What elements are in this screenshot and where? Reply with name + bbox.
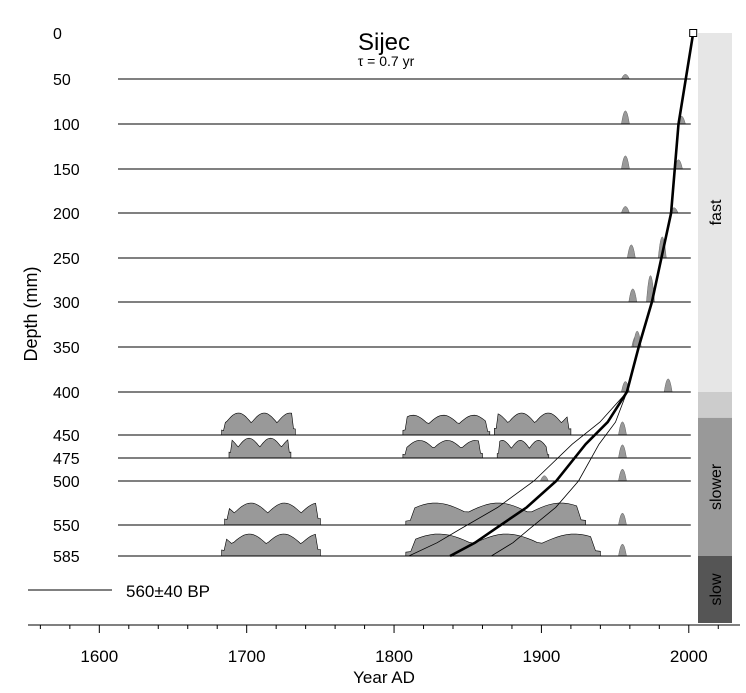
row-585-band-0: [221, 533, 321, 557]
row-500-peak-0: [618, 468, 627, 482]
row-500: [118, 468, 691, 482]
depth-tick-300: 300: [53, 295, 80, 312]
row-585: [118, 533, 691, 557]
x-tick-label-1700: 1700: [228, 647, 266, 666]
growth-segment-fast: [698, 33, 732, 392]
row-200: [118, 206, 691, 214]
chart-subtitle: τ = 0.7 yr: [358, 53, 415, 69]
row-500-peak-1: [540, 475, 549, 482]
depth-tick-0: 0: [53, 26, 62, 43]
row-450-band-0: [221, 412, 296, 436]
row-475-band-0: [228, 437, 292, 459]
depth-tick-labels: 0 50 100 150 200 250 300 350 400 450 475 500 550 585: [53, 26, 80, 566]
row-150: [118, 155, 691, 170]
depth-tick-100: 100: [53, 117, 80, 134]
depth-tick-585: 585: [53, 549, 80, 566]
row-250: [118, 236, 691, 259]
row-50: [118, 74, 691, 80]
row-200-peak-0: [621, 206, 630, 214]
row-585-peak-0: [618, 543, 627, 557]
growth-label-slower: slower: [708, 463, 725, 510]
row-450-band-1: [402, 414, 491, 436]
row-450-band-2: [494, 412, 572, 436]
row-450: [118, 412, 691, 436]
legend-label: 560±40 BP: [126, 582, 210, 601]
growth-rate-bar: fast slower slow: [698, 33, 732, 623]
x-axis-label: Year AD: [353, 668, 415, 687]
row-400-peak-1: [663, 378, 673, 393]
row-475-band-1: [402, 440, 483, 459]
x-tick-label-1600: 1600: [80, 647, 118, 666]
row-350: [118, 330, 691, 348]
row-550-peak-0: [618, 512, 627, 526]
top-age-marker: [689, 29, 698, 37]
row-550-band-0: [224, 502, 321, 526]
y-axis-label: Depth (mm): [21, 266, 41, 361]
row-300-peak-0: [628, 288, 638, 303]
x-tick-label-1900: 1900: [523, 647, 561, 666]
depth-tick-50: 50: [53, 72, 71, 89]
growth-segment-slower: [698, 417, 732, 556]
row-100-peak-0: [621, 110, 630, 125]
depth-tick-400: 400: [53, 385, 80, 402]
depth-tick-550: 550: [53, 518, 80, 535]
row-585-band-1: [405, 533, 601, 557]
row-400: [118, 378, 691, 393]
row-475-band-2: [496, 440, 550, 459]
depth-tick-150: 150: [53, 162, 80, 179]
depth-rows: [118, 74, 691, 557]
growth-segment-transition: [698, 392, 732, 418]
row-300: [118, 275, 691, 303]
x-tick-label-2000: 2000: [670, 647, 708, 666]
depth-tick-500: 500: [53, 474, 80, 491]
row-250-peak-0: [627, 244, 636, 259]
row-475-peak-0: [618, 444, 627, 459]
row-150-peak-0: [621, 155, 630, 170]
depth-tick-350: 350: [53, 340, 80, 357]
growth-label-slow: slow: [708, 573, 725, 605]
x-axis: 1600 1700 1800 1900 2000: [28, 624, 740, 666]
x-tick-label-1800: 1800: [375, 647, 413, 666]
chart-title: Sijec: [358, 29, 410, 56]
age-model-curve: [449, 32, 695, 558]
row-550: [118, 502, 691, 526]
depth-tick-450: 450: [53, 428, 80, 445]
depth-tick-250: 250: [53, 251, 80, 268]
depth-tick-200: 200: [53, 206, 80, 223]
depth-tick-475: 475: [53, 451, 80, 468]
row-450-peak-0: [618, 421, 627, 436]
row-100: [118, 110, 691, 125]
row-50-peak-0: [621, 74, 630, 80]
age-depth-model: [408, 29, 698, 558]
growth-segment-slow: [698, 556, 732, 623]
row-550-band-1: [405, 502, 586, 526]
row-475: [118, 437, 691, 459]
growth-label-fast: fast: [708, 199, 725, 225]
age-model-upper-bound: [491, 32, 694, 557]
